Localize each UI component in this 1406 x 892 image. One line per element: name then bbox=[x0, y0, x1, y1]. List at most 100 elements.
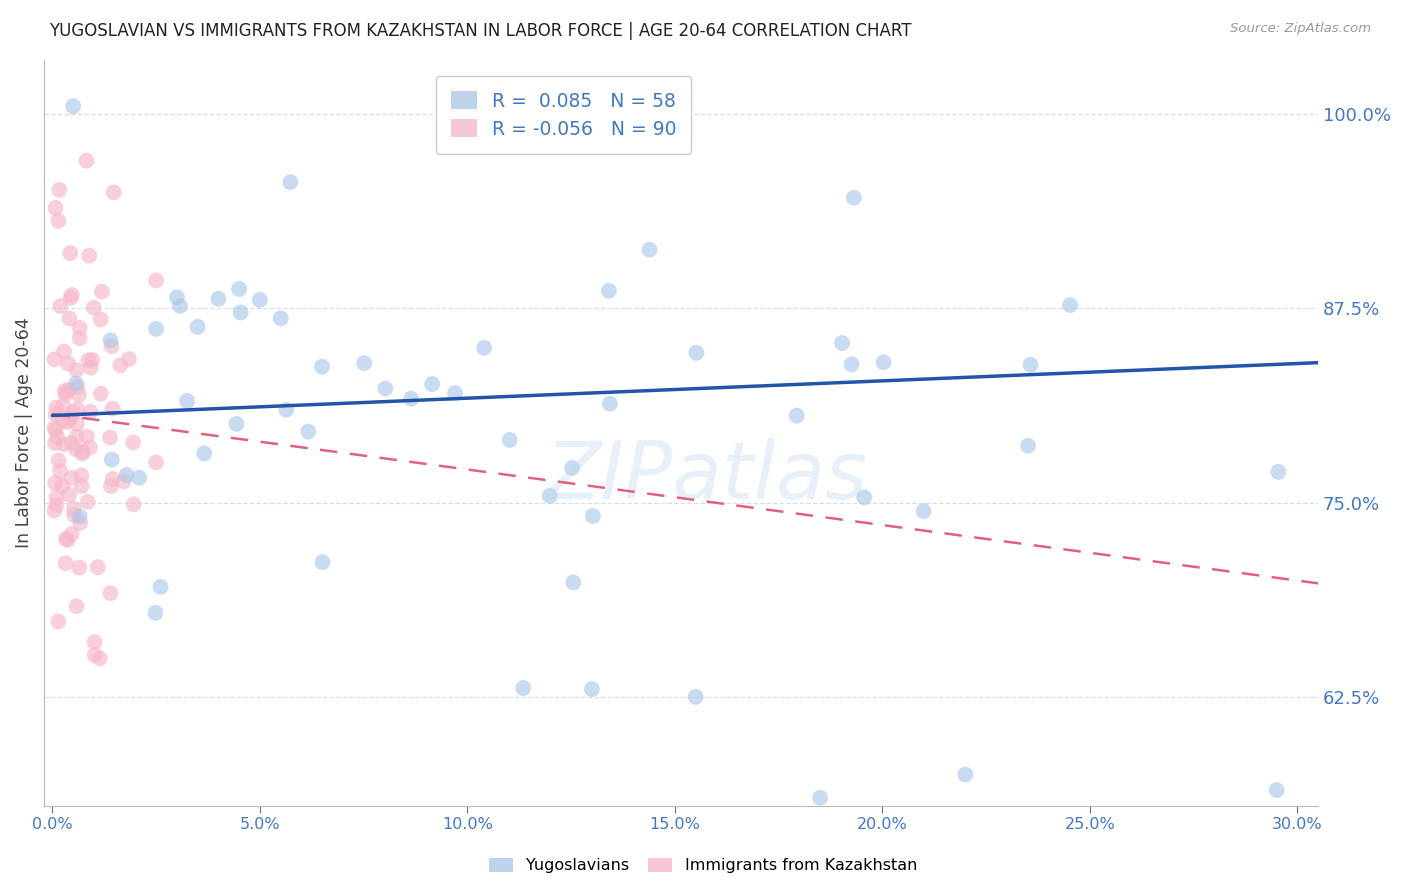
Point bbox=[76, 429, 98, 443]
Point bbox=[66, 380, 89, 394]
Point bbox=[499, 433, 522, 447]
Point bbox=[83, 301, 105, 315]
Point bbox=[103, 186, 125, 200]
Point bbox=[77, 353, 100, 368]
Point bbox=[69, 509, 91, 524]
Point bbox=[59, 246, 82, 260]
Point bbox=[270, 311, 292, 326]
Point bbox=[46, 214, 69, 228]
Point bbox=[83, 648, 105, 662]
Point bbox=[79, 405, 101, 419]
Point bbox=[56, 415, 79, 429]
Point bbox=[1019, 358, 1042, 372]
Point bbox=[67, 388, 90, 402]
Point bbox=[598, 284, 620, 298]
Point bbox=[145, 455, 167, 469]
Point bbox=[229, 305, 252, 319]
Point bbox=[100, 339, 122, 353]
Point bbox=[60, 471, 83, 485]
Point bbox=[1059, 298, 1081, 312]
Text: YUGOSLAVIAN VS IMMIGRANTS FROM KAZAKHSTAN IN LABOR FORCE | AGE 20-64 CORRELATION: YUGOSLAVIAN VS IMMIGRANTS FROM KAZAKHSTA… bbox=[49, 22, 911, 40]
Point bbox=[853, 491, 876, 505]
Point bbox=[44, 421, 66, 435]
Point bbox=[207, 292, 229, 306]
Point bbox=[808, 790, 831, 805]
Point bbox=[45, 401, 67, 415]
Point bbox=[599, 397, 621, 411]
Point bbox=[69, 331, 91, 345]
Point bbox=[55, 532, 77, 546]
Point bbox=[472, 341, 495, 355]
Point bbox=[581, 681, 603, 696]
Point bbox=[786, 409, 808, 423]
Point bbox=[166, 290, 188, 304]
Point bbox=[55, 387, 77, 401]
Point bbox=[193, 446, 215, 460]
Point bbox=[100, 452, 122, 467]
Point bbox=[66, 402, 89, 417]
Point bbox=[225, 417, 247, 431]
Point bbox=[72, 445, 94, 459]
Point bbox=[44, 476, 66, 491]
Point bbox=[228, 282, 250, 296]
Point bbox=[48, 183, 70, 197]
Point bbox=[115, 468, 138, 483]
Point bbox=[52, 398, 75, 412]
Point bbox=[128, 470, 150, 484]
Point bbox=[44, 503, 66, 517]
Point bbox=[62, 99, 84, 113]
Point bbox=[297, 425, 319, 439]
Point bbox=[65, 599, 87, 614]
Point bbox=[187, 319, 209, 334]
Point bbox=[87, 560, 110, 574]
Point bbox=[582, 508, 605, 523]
Point bbox=[60, 527, 83, 541]
Point bbox=[98, 586, 121, 600]
Point bbox=[80, 360, 103, 375]
Point bbox=[56, 533, 79, 547]
Point bbox=[44, 352, 66, 367]
Point bbox=[1265, 783, 1288, 797]
Point bbox=[65, 442, 87, 457]
Point bbox=[58, 488, 80, 502]
Point bbox=[65, 430, 87, 444]
Point bbox=[83, 635, 105, 649]
Point bbox=[311, 555, 333, 569]
Point bbox=[44, 201, 66, 215]
Point bbox=[122, 497, 145, 511]
Point bbox=[444, 386, 467, 401]
Text: ZIPatlas: ZIPatlas bbox=[546, 438, 868, 516]
Point bbox=[90, 312, 112, 326]
Legend: Yugoslavians, Immigrants from Kazakhstan: Yugoslavians, Immigrants from Kazakhstan bbox=[482, 851, 924, 880]
Point bbox=[56, 356, 79, 370]
Y-axis label: In Labor Force | Age 20-64: In Labor Force | Age 20-64 bbox=[15, 318, 32, 548]
Point bbox=[101, 472, 124, 486]
Point bbox=[76, 495, 98, 509]
Point bbox=[52, 437, 75, 451]
Point bbox=[59, 291, 82, 305]
Point bbox=[101, 401, 124, 416]
Point bbox=[46, 615, 69, 629]
Point bbox=[831, 336, 853, 351]
Point bbox=[53, 344, 76, 359]
Point bbox=[112, 475, 135, 489]
Point bbox=[1017, 439, 1039, 453]
Point bbox=[77, 249, 100, 263]
Point bbox=[638, 243, 661, 257]
Point bbox=[70, 446, 93, 460]
Point bbox=[98, 430, 121, 444]
Point bbox=[145, 606, 167, 620]
Point bbox=[90, 386, 112, 401]
Point bbox=[45, 423, 67, 437]
Point bbox=[89, 651, 111, 665]
Point bbox=[512, 681, 534, 695]
Point bbox=[66, 417, 89, 431]
Point bbox=[145, 273, 167, 287]
Point bbox=[53, 384, 76, 398]
Point bbox=[108, 358, 131, 372]
Point bbox=[82, 352, 104, 367]
Point bbox=[91, 285, 114, 299]
Point bbox=[70, 479, 93, 493]
Point bbox=[685, 690, 707, 704]
Point bbox=[280, 175, 302, 189]
